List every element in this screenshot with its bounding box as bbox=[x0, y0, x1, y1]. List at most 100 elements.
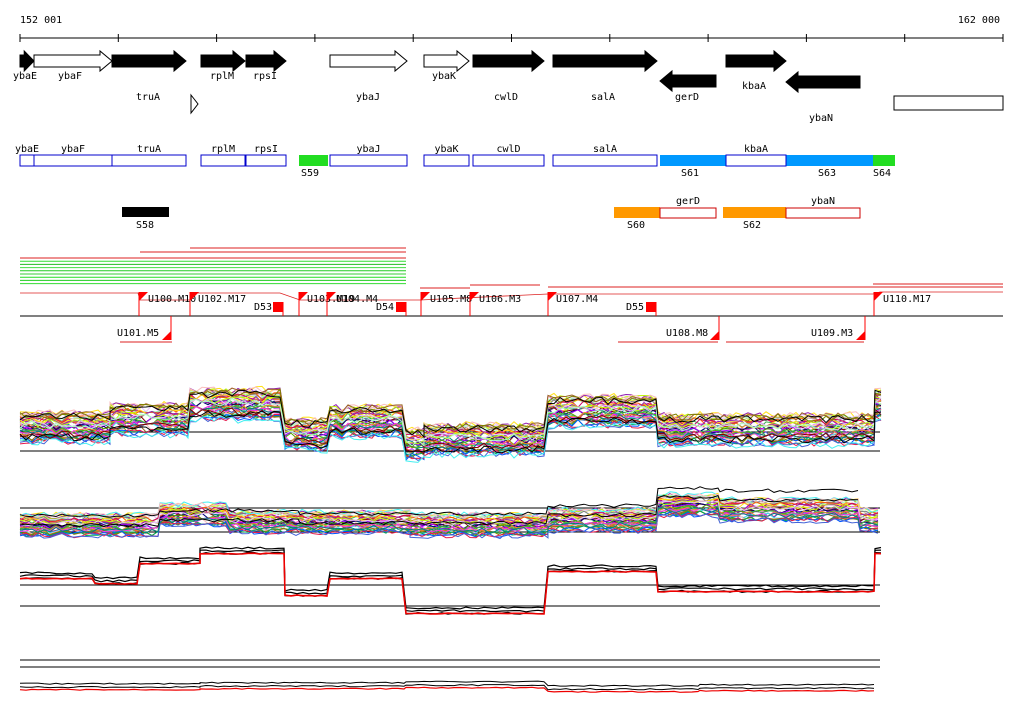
gene-arrow-salA[interactable] bbox=[552, 49, 658, 73]
transcript-box-overlay bbox=[725, 154, 787, 167]
gene-label-gerD: gerD bbox=[675, 92, 699, 103]
expression-profile-line bbox=[19, 512, 879, 540]
segment-S58[interactable] bbox=[122, 207, 169, 217]
small-open-arrow bbox=[190, 93, 199, 115]
transcript-label-salA: salA bbox=[593, 144, 617, 155]
upshift-label-U102.M17: U102.M17 bbox=[198, 294, 246, 305]
expression-panel-4 bbox=[19, 659, 880, 693]
gene-label-rpsI: rpsI bbox=[253, 71, 277, 82]
expression-profile-line bbox=[19, 683, 875, 691]
upshift-flag-U108.M8[interactable] bbox=[710, 331, 719, 340]
segment-S59[interactable] bbox=[299, 155, 328, 166]
upshift-flag-U109.M3[interactable] bbox=[856, 331, 865, 340]
segment-S61[interactable] bbox=[660, 155, 726, 166]
upshift-flag-U110.M17[interactable] bbox=[874, 292, 883, 301]
upshift-flag-U102.M17[interactable] bbox=[190, 292, 199, 301]
transcript-box-overlay bbox=[659, 207, 717, 219]
segment-S62[interactable] bbox=[723, 207, 786, 218]
expression-profile-line bbox=[19, 410, 882, 454]
gene-arrow-ybaN[interactable] bbox=[785, 70, 861, 94]
gene-label-ybaE: ybaE bbox=[13, 71, 37, 82]
unlabeled-gene-box[interactable] bbox=[893, 95, 1004, 111]
transcript-box-ybaK[interactable] bbox=[423, 154, 470, 167]
downshift-marker-D53[interactable] bbox=[273, 302, 283, 312]
gene-label-salA: salA bbox=[591, 92, 615, 103]
upshift-label-U104.M4: U104.M4 bbox=[336, 294, 378, 305]
gene-label-ybaK: ybaK bbox=[432, 71, 456, 82]
gene-arrow-kbaA[interactable] bbox=[725, 49, 787, 73]
gene-arrow-gerD[interactable] bbox=[659, 69, 717, 93]
transcript-box-ybaF[interactable] bbox=[33, 154, 113, 167]
expression-profile-line bbox=[19, 387, 882, 434]
gene-arrow-rpsI[interactable] bbox=[245, 49, 287, 73]
transcript-label-ybaK: ybaK bbox=[434, 144, 458, 155]
upshift-flag-U101.M5[interactable] bbox=[162, 331, 171, 340]
expression-profile-line bbox=[19, 680, 875, 687]
coordinate-axis: 152 001 162 000 bbox=[19, 15, 1004, 42]
transcript-label-kbaA: kbaA bbox=[744, 144, 768, 155]
upshift-flag-U103.M19[interactable] bbox=[299, 292, 308, 301]
gene-arrow-ybaJ[interactable] bbox=[329, 49, 408, 73]
transcript-label-ybaN: ybaN bbox=[811, 196, 835, 207]
gene-arrow-rplM[interactable] bbox=[200, 49, 246, 73]
gene-arrow-ybaE[interactable] bbox=[19, 49, 35, 73]
transcript-label-ybaF: ybaF bbox=[61, 144, 85, 155]
downshift-label-D55: D55 bbox=[626, 302, 644, 313]
transcript-label-ybaJ: ybaJ bbox=[356, 144, 380, 155]
expression-profile-line bbox=[19, 389, 882, 439]
gene-arrow-ybaK[interactable] bbox=[423, 49, 470, 73]
transcript-box-overlay bbox=[785, 207, 861, 219]
expression-profile-line bbox=[19, 500, 879, 527]
segment-label-S64: S64 bbox=[873, 168, 891, 179]
expression-profile-line bbox=[19, 407, 882, 455]
gene-arrow-cwlD[interactable] bbox=[472, 49, 545, 73]
transcript-unit-track: ybaE ybaF truA rplM rpsI ybaJ ybaK cwlD salA kbaA… bbox=[15, 144, 861, 219]
segment-S63[interactable] bbox=[786, 155, 873, 166]
segment-label-S61: S61 bbox=[681, 168, 699, 179]
transcript-box-ybaJ[interactable] bbox=[329, 154, 408, 167]
transcript-label-gerD: gerD bbox=[676, 196, 700, 207]
transcript-box-kbaA[interactable] bbox=[725, 154, 787, 167]
upshift-label-U100.M10: U100.M10 bbox=[148, 294, 196, 305]
upshift-flag-U100.M10[interactable] bbox=[139, 292, 148, 301]
transcript-box-rplM[interactable] bbox=[200, 154, 246, 167]
gene-arrow-ybaF[interactable] bbox=[33, 49, 113, 73]
segment-S60[interactable] bbox=[614, 207, 660, 218]
upshift-flag-U106.M3[interactable] bbox=[470, 292, 479, 301]
expression-profile-line bbox=[19, 549, 882, 613]
upshift-flag-U104.M4[interactable] bbox=[327, 292, 336, 301]
axis-start-label: 152 001 bbox=[20, 15, 62, 26]
expression-profile-line bbox=[19, 546, 882, 610]
transcript-box-rpsI[interactable] bbox=[245, 154, 287, 167]
expression-profile-line bbox=[19, 406, 882, 456]
downshift-marker-D55[interactable] bbox=[646, 302, 656, 312]
downshift-marker-D54[interactable] bbox=[396, 302, 406, 312]
segment-track: S58 S59 S60 S61 S62 S63 S64 bbox=[122, 154, 895, 231]
upshift-label-U105.M8: U105.M8 bbox=[430, 294, 472, 305]
downshift-label-D54: D54 bbox=[376, 302, 394, 313]
expression-profile-line bbox=[19, 511, 879, 539]
gene-label-kbaA: kbaA bbox=[742, 81, 766, 92]
transcript-box-ybaE[interactable] bbox=[19, 154, 35, 167]
segment-label-S60: S60 bbox=[627, 220, 645, 231]
upshift-label-U110.M17: U110.M17 bbox=[883, 294, 931, 305]
upshift-label-U107.M4: U107.M4 bbox=[556, 294, 598, 305]
transcript-label-rplM: rplM bbox=[211, 144, 235, 155]
transcript-box-cwlD[interactable] bbox=[472, 154, 545, 167]
gene-arrow-truA[interactable] bbox=[111, 49, 187, 73]
expression-profile-line bbox=[19, 494, 859, 528]
expression-panel-1 bbox=[19, 385, 882, 463]
gene-label-truA: truA bbox=[136, 92, 160, 103]
transcript-box-salA[interactable] bbox=[552, 154, 658, 167]
expression-profile-line bbox=[19, 415, 882, 463]
segment-S64[interactable] bbox=[873, 155, 895, 166]
gene-label-ybaJ: ybaJ bbox=[356, 92, 380, 103]
transcript-label-truA: truA bbox=[137, 144, 161, 155]
upshift-flag-U105.M8[interactable] bbox=[421, 292, 430, 301]
transcript-box-truA[interactable] bbox=[111, 154, 187, 167]
upshift-flag-U107.M4[interactable] bbox=[548, 292, 557, 301]
gene-label-ybaF: ybaF bbox=[58, 71, 82, 82]
gene-track: ybaE ybaF truA rplM rpsI ybaJ ybaK cwlD salA gerD… bbox=[13, 49, 861, 124]
